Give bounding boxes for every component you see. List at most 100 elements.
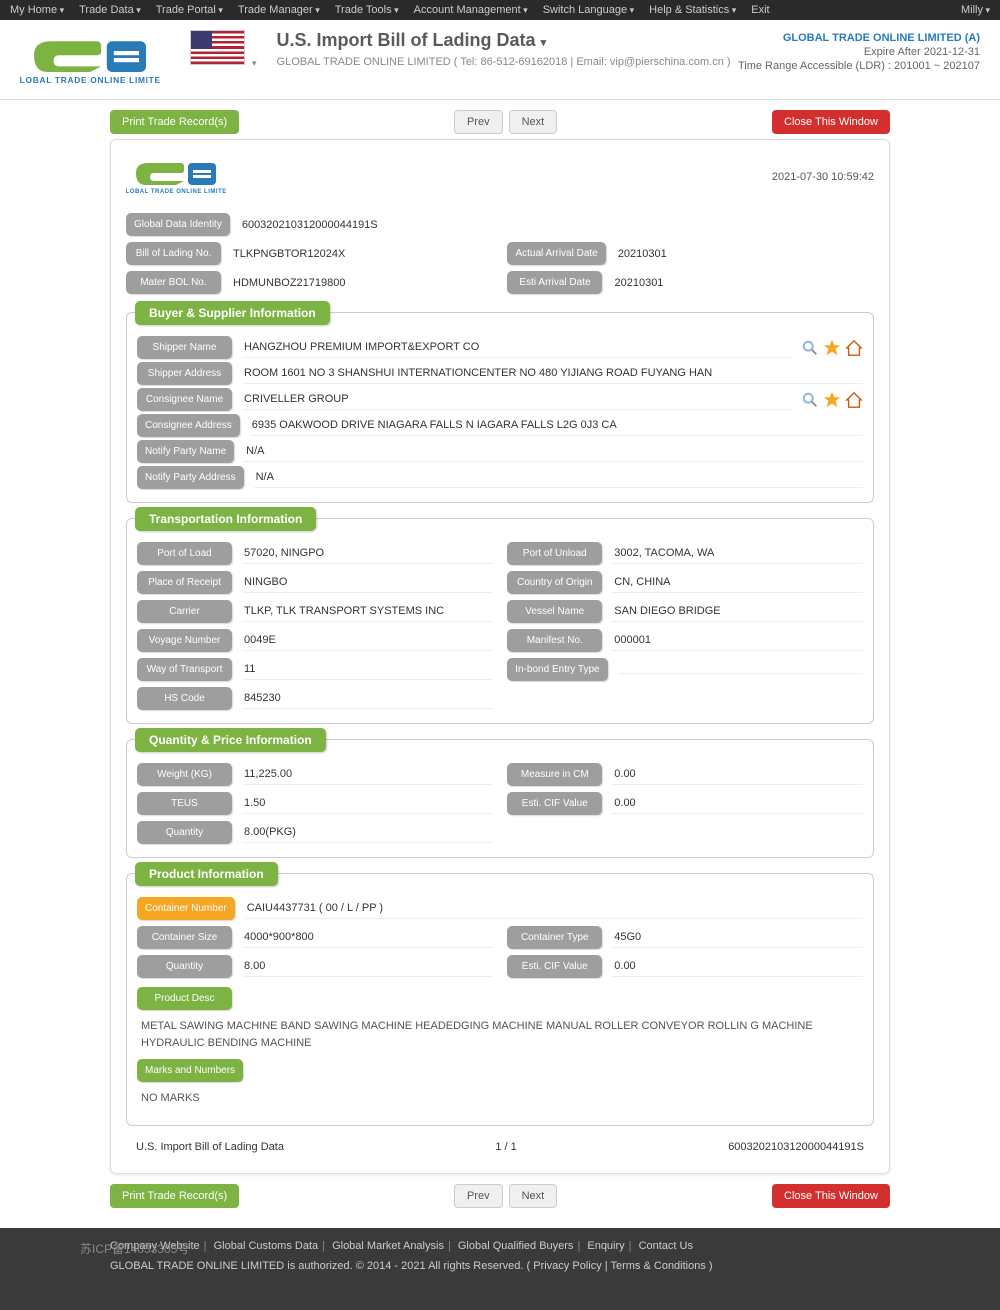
cif-label: Esti. CIF Value <box>507 792 602 815</box>
notify-name-label: Notify Party Name <box>137 440 234 463</box>
nav-trade-portal[interactable]: Trade Portal <box>156 4 223 16</box>
nav-switch-language[interactable]: Switch Language <box>543 4 634 16</box>
notify-addr-label: Notify Party Address <box>137 466 244 489</box>
footer-left: U.S. Import Bill of Lading Data <box>136 1141 284 1153</box>
quantity-section: Quantity & Price Information Weight (KG)… <box>126 739 874 858</box>
consignee-name-value: CRIVELLER GROUP <box>242 389 793 410</box>
gdi-label: Global Data Identity <box>126 213 230 236</box>
transportation-section: Transportation Information Port of Load5… <box>126 518 874 724</box>
coo-label: Country of Origin <box>507 571 602 594</box>
mater-value: HDMUNBOZ21719800 <box>231 273 493 293</box>
star-icon[interactable] <box>823 391 841 409</box>
transport-section-title: Transportation Information <box>135 507 316 531</box>
next-button[interactable]: Next <box>509 110 558 134</box>
shipper-addr-label: Shipper Address <box>137 362 232 385</box>
nav-help-statistics[interactable]: Help & Statistics <box>649 4 736 16</box>
expire-date: Expire After 2021-12-31 <box>738 46 980 58</box>
footer-link-contact[interactable]: Contact Us <box>639 1240 693 1252</box>
footer-privacy[interactable]: Privacy Policy <box>533 1260 601 1272</box>
action-bar-top: Print Trade Record(s) Prev Next Close Th… <box>110 110 890 134</box>
nav-trade-tools[interactable]: Trade Tools <box>335 4 399 16</box>
product-desc-label: Product Desc <box>137 987 232 1010</box>
search-icon[interactable] <box>801 339 819 357</box>
mater-label: Mater BOL No. <box>126 271 221 294</box>
main-panel: GLOBAL TRADE ONLINE LIMITED 2021-07-30 1… <box>110 139 890 1174</box>
container-number-value: CAIU4437731 ( 00 / L / PP ) <box>245 898 863 919</box>
marks-value: NO MARKS <box>137 1082 863 1115</box>
svg-text:GLOBAL TRADE ONLINE LIMITED: GLOBAL TRADE ONLINE LIMITED <box>20 75 160 85</box>
footer-links: Company Website| Global Customs Data| Gl… <box>110 1240 890 1252</box>
por-value: NINGBO <box>242 572 493 593</box>
close-button[interactable]: Close This Window <box>772 110 890 134</box>
prev-button[interactable]: Prev <box>454 110 503 134</box>
cif-value: 0.00 <box>612 793 863 814</box>
next-button-bottom[interactable]: Next <box>509 1184 558 1208</box>
svg-text:GLOBAL TRADE ONLINE LIMITED: GLOBAL TRADE ONLINE LIMITED <box>126 189 226 195</box>
coo-value: CN, CHINA <box>612 572 863 593</box>
close-button-bottom[interactable]: Close This Window <box>772 1184 890 1208</box>
container-type-value: 45G0 <box>612 927 863 948</box>
manifest-label: Manifest No. <box>507 629 602 652</box>
pou-value: 3002, TACOMA, WA <box>612 543 863 564</box>
product-desc-value: METAL SAWING MACHINE BAND SAWING MACHINE… <box>137 1010 863 1059</box>
search-icon[interactable] <box>801 391 819 409</box>
product-section: Product Information Container NumberCAIU… <box>126 873 874 1126</box>
product-qty-label: Quantity <box>137 955 232 978</box>
footer-link-enquiry[interactable]: Enquiry <box>587 1240 624 1252</box>
container-type-label: Container Type <box>507 926 602 949</box>
hs-label: HS Code <box>137 687 232 710</box>
product-cif-label: Esti. CIF Value <box>507 955 602 978</box>
buyer-supplier-section: Buyer & Supplier Information Shipper Nam… <box>126 312 874 503</box>
prev-button-bottom[interactable]: Prev <box>454 1184 503 1208</box>
home-icon[interactable] <box>845 339 863 357</box>
icp-text: 苏ICP备14033305号 <box>80 1240 189 1257</box>
timestamp: 2021-07-30 10:59:42 <box>772 171 874 183</box>
flag-dropdown-icon[interactable]: ▾ <box>252 58 257 69</box>
product-qty-value: 8.00 <box>242 956 493 977</box>
ead-label: Esti Arrival Date <box>507 271 602 294</box>
title-dropdown-icon[interactable]: ▾ <box>541 37 547 49</box>
pou-label: Port of Unload <box>507 542 602 565</box>
footer-terms[interactable]: Terms & Conditions <box>610 1260 705 1272</box>
consignee-addr-value: 6935 OAKWOOD DRIVE NIAGARA FALLS N IAGAR… <box>250 415 863 436</box>
star-icon[interactable] <box>823 339 841 357</box>
marks-label: Marks and Numbers <box>137 1059 243 1082</box>
identity-block: Global Data Identity60032021031200004419… <box>126 213 874 297</box>
shipper-addr-value: ROOM 1601 NO 3 SHANSHUI INTERNATIONCENTE… <box>242 363 863 384</box>
inbond-label: In-bond Entry Type <box>507 658 607 681</box>
nav-trade-data[interactable]: Trade Data <box>79 4 141 16</box>
nav-user[interactable]: Milly <box>961 4 990 16</box>
carrier-value: TLKP, TLK TRANSPORT SYSTEMS INC <box>242 601 493 622</box>
measure-value: 0.00 <box>612 764 863 785</box>
footer-link-buyers[interactable]: Global Qualified Buyers <box>458 1240 574 1252</box>
consignee-addr-label: Consignee Address <box>137 414 240 437</box>
wot-label: Way of Transport <box>137 658 232 681</box>
top-navbar: My Home Trade Data Trade Portal Trade Ma… <box>0 0 1000 20</box>
ead-value: 20210301 <box>612 273 874 293</box>
print-button[interactable]: Print Trade Record(s) <box>110 110 239 134</box>
home-icon[interactable] <box>845 391 863 409</box>
flag-icon[interactable] <box>190 30 245 65</box>
nav-exit[interactable]: Exit <box>751 4 769 16</box>
bol-value: TLKPNGBTOR12024X <box>231 244 493 264</box>
page-title: U.S. Import Bill of Lading Data <box>277 30 536 50</box>
notify-addr-value: N/A <box>254 467 863 488</box>
teus-value: 1.50 <box>242 793 493 814</box>
aad-value: 20210301 <box>616 244 874 264</box>
weight-value: 11,225.00 <box>242 764 493 785</box>
container-size-value: 4000*900*800 <box>242 927 493 948</box>
product-section-title: Product Information <box>135 862 278 886</box>
footer-link-customs[interactable]: Global Customs Data <box>214 1240 319 1252</box>
voyage-label: Voyage Number <box>137 629 232 652</box>
company-name: GLOBAL TRADE ONLINE LIMITED (A) <box>738 32 980 44</box>
shipper-name-label: Shipper Name <box>137 336 232 359</box>
pol-value: 57020, NINGPO <box>242 543 493 564</box>
nav-trade-manager[interactable]: Trade Manager <box>238 4 320 16</box>
nav-my-home[interactable]: My Home <box>10 4 64 16</box>
notify-name-value: N/A <box>244 441 863 462</box>
nav-account-management[interactable]: Account Management <box>414 4 528 16</box>
print-button-bottom[interactable]: Print Trade Record(s) <box>110 1184 239 1208</box>
por-label: Place of Receipt <box>137 571 232 594</box>
footer-link-market[interactable]: Global Market Analysis <box>332 1240 444 1252</box>
qty-value: 8.00(PKG) <box>242 822 493 843</box>
